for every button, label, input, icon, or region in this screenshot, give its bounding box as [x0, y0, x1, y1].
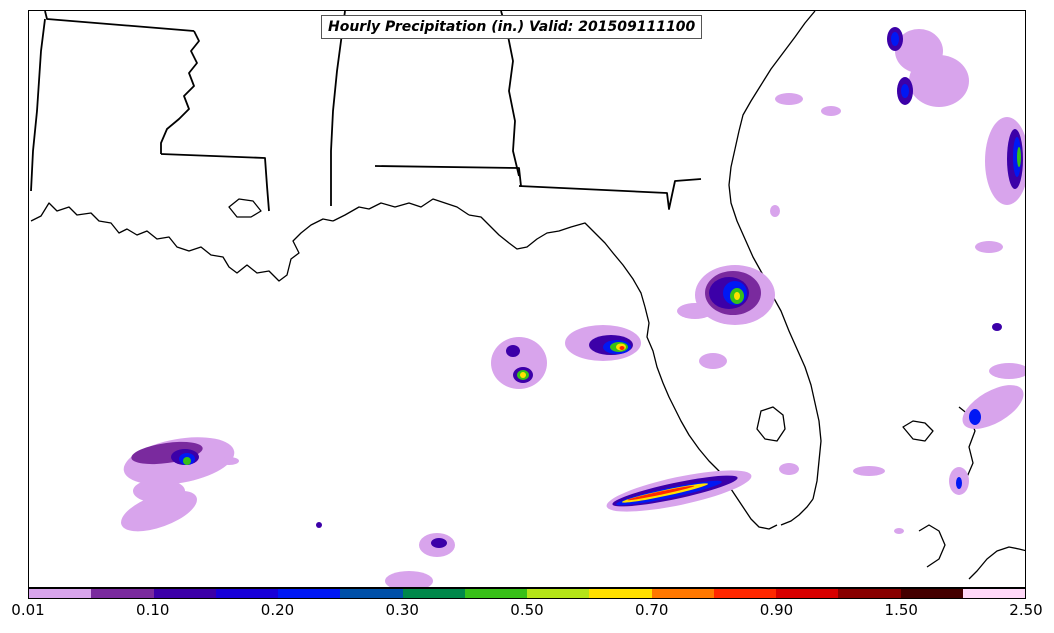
colorbar-tick-label: 0.30	[385, 601, 419, 619]
colorbar-segment	[153, 589, 216, 598]
precip-area	[734, 292, 740, 300]
precip-area	[1017, 147, 1021, 167]
precip-area	[853, 466, 885, 476]
precip-area	[491, 337, 547, 389]
cuba-coast	[968, 546, 1025, 580]
precip-cluster-gulf-west	[491, 337, 547, 389]
precip-area	[989, 363, 1025, 379]
map-title: Hourly Precipitation (in.) Valid: 201509…	[321, 15, 703, 39]
precip-cluster-bahamas	[949, 323, 1024, 495]
alabama-florida-border	[374, 165, 522, 187]
colorbar-segment	[29, 589, 92, 598]
colorbar-tick-label: 0.90	[759, 601, 794, 619]
precip-area	[133, 479, 185, 503]
colorbar-segment	[589, 589, 652, 598]
precip-area	[627, 485, 695, 501]
colorbar-tick-label: 0.70	[635, 601, 669, 619]
colorbar-segment	[91, 589, 154, 598]
precip-area	[901, 84, 909, 98]
precip-area	[956, 477, 962, 489]
precip-bands	[121, 27, 1025, 587]
bahamas-andros	[902, 420, 934, 442]
colorbar-segment	[776, 589, 839, 598]
colorbar-segment	[278, 589, 341, 598]
louisiana-mississippi-border	[160, 153, 270, 212]
colorbar-tick-label: 0.10	[136, 601, 170, 619]
colorbar-segment	[838, 589, 901, 598]
precip-area	[677, 303, 713, 319]
colorbar-tick-label: 1.50	[884, 601, 918, 619]
colorbar-tick-labels: 0.01 0.10 0.20 0.30 0.50 0.70 0.90 1.50 2.50	[11, 601, 1042, 621]
precip-area	[121, 490, 197, 532]
colorbar-tick-label: 0.01	[11, 601, 45, 619]
precip-area	[219, 457, 239, 465]
colorbar-tick-label: 0.20	[260, 601, 295, 619]
precip-area	[962, 385, 1024, 429]
precip-area	[909, 55, 969, 107]
state-boundaries	[30, 11, 702, 212]
precip-area	[183, 457, 191, 465]
precip-area	[775, 93, 803, 105]
colorbar-segment	[402, 589, 465, 598]
precip-area	[779, 463, 799, 475]
precip-area	[770, 205, 780, 217]
precip-cluster-gulf-east	[565, 325, 641, 361]
precip-area	[891, 32, 899, 46]
precip-cluster-far-east	[985, 117, 1025, 205]
precip-cluster-ne-florida	[695, 265, 775, 325]
colorbar-tick-label: 0.50	[510, 601, 544, 619]
colorbar-segment	[527, 589, 590, 598]
colorbar-segment	[900, 589, 963, 598]
mississippi-alabama-coast	[332, 198, 470, 222]
precip-area	[619, 346, 625, 350]
precip-area	[385, 571, 433, 587]
mississippi-river-border	[160, 30, 200, 154]
colorbar-segment	[340, 589, 403, 598]
precip-cluster-south-gulf	[385, 533, 455, 587]
colorbar-segment	[962, 589, 1025, 598]
colorbar-segment	[651, 589, 714, 598]
precip-area	[506, 345, 520, 357]
lake-okeechobee	[756, 406, 786, 442]
precip-area	[821, 106, 841, 116]
precip-scattered-cells	[219, 93, 1025, 534]
precip-cluster-north-atlantic	[887, 27, 969, 107]
louisiana-west-border	[30, 18, 46, 192]
colorbar-tick-label: 2.50	[1009, 601, 1043, 619]
precip-colorbar	[28, 588, 1026, 599]
precip-area	[894, 528, 904, 534]
precip-area	[975, 241, 1003, 253]
precip-area	[316, 522, 322, 528]
georgia-florida-border	[518, 178, 702, 210]
precip-area	[431, 538, 447, 548]
florida-west-coast	[644, 306, 778, 530]
georgia-carolina-coast	[734, 11, 816, 150]
precip-cluster-tropical-swirl	[121, 437, 235, 532]
florida-keys	[780, 498, 814, 526]
precip-area	[992, 323, 1002, 331]
lake-pontchartrain	[228, 198, 262, 218]
colorbar-segment	[713, 589, 776, 598]
colorbar-segment	[215, 589, 278, 598]
colorbar-segment	[464, 589, 527, 598]
louisiana-coast	[30, 202, 334, 282]
precip-area	[520, 372, 526, 378]
precip-area	[699, 353, 727, 369]
precip-area	[969, 409, 981, 425]
precip-map	[28, 10, 1026, 588]
florida-east-coast	[728, 148, 822, 500]
arkansas-louisiana-border	[44, 11, 195, 32]
precip-cluster-south-florida	[606, 470, 752, 512]
florida-panhandle-coast	[468, 214, 646, 308]
mississippi-alabama-border	[330, 11, 346, 206]
cuba-west	[918, 524, 946, 568]
